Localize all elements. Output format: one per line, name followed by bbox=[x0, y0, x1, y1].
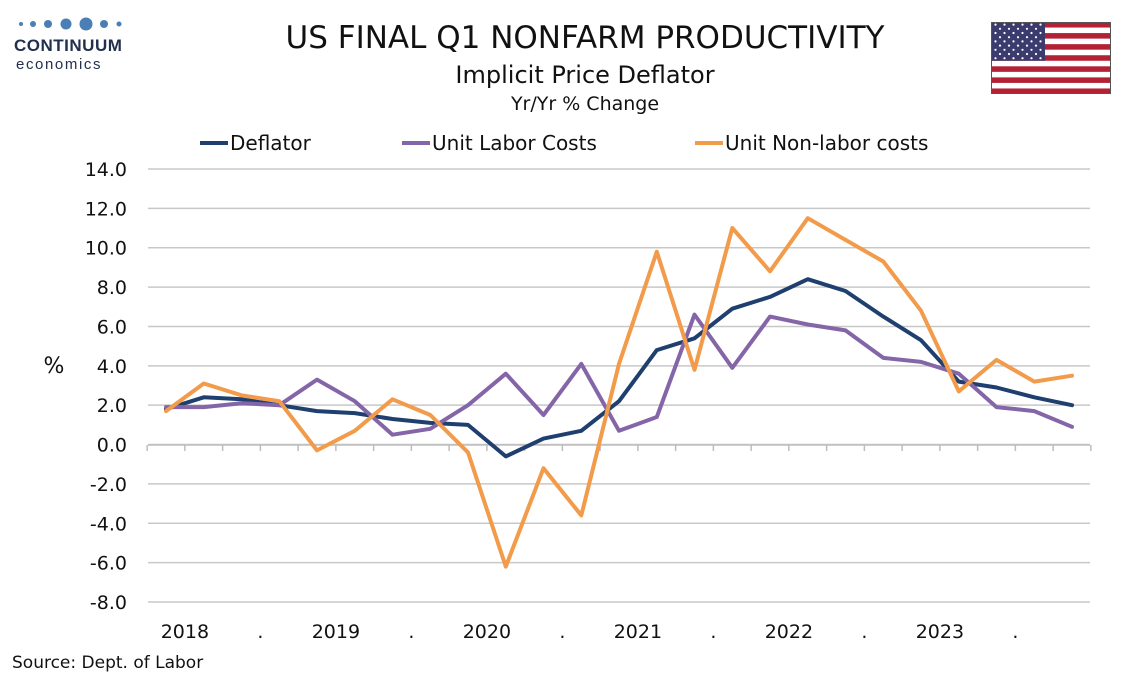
series-line-unit-non-labor-costs bbox=[164, 216, 1074, 569]
y-tick-label: -8.0 bbox=[90, 592, 127, 614]
chart-subsubtitle: Yr/Yr % Change bbox=[510, 93, 660, 115]
x-tick-label: . bbox=[408, 621, 414, 643]
chart-title: US FINAL Q1 NONFARM PRODUCTIVITY bbox=[285, 20, 885, 56]
logo-text-primary: CONTINUUM bbox=[14, 36, 123, 55]
y-tick-label: -6.0 bbox=[90, 553, 127, 575]
x-tick-label: 2022 bbox=[765, 621, 813, 643]
logo-dots-icon bbox=[19, 17, 122, 31]
legend-swatch-unit-non-labor-costs bbox=[695, 140, 723, 145]
y-tick-label: -2.0 bbox=[90, 474, 127, 496]
us-flag-icon bbox=[991, 22, 1111, 94]
x-tick-label: . bbox=[1012, 621, 1018, 643]
y-tick-label: 14.0 bbox=[85, 159, 127, 181]
y-tick-label: 8.0 bbox=[97, 277, 127, 299]
y-tick-label: 4.0 bbox=[97, 356, 127, 378]
x-tick-label: . bbox=[559, 621, 565, 643]
logo-text-secondary: economics bbox=[16, 56, 103, 73]
series-line-unit-labor-costs bbox=[164, 312, 1074, 437]
y-tick-label: -4.0 bbox=[90, 513, 127, 535]
y-tick-label: 2.0 bbox=[97, 395, 127, 417]
y-tick-label: 10.0 bbox=[85, 238, 127, 260]
x-tick-label: 2019 bbox=[312, 621, 360, 643]
y-tick-label: 6.0 bbox=[97, 316, 127, 338]
y-tick-label: 12.0 bbox=[85, 198, 127, 220]
x-tick-label: 2021 bbox=[614, 621, 662, 643]
x-tick-label: . bbox=[710, 621, 716, 643]
series-line-deflator bbox=[164, 277, 1074, 459]
legend-swatch-deflator bbox=[200, 140, 228, 145]
y-axis-label: % bbox=[44, 354, 65, 379]
y-tick-label: 0.0 bbox=[97, 435, 127, 457]
chart-subtitle: Implicit Price Deflator bbox=[455, 61, 715, 89]
x-tick-label: 2018 bbox=[161, 621, 209, 643]
source-note: Source: Dept. of Labor bbox=[12, 653, 204, 673]
legend-item-deflator: Deflator bbox=[200, 131, 311, 155]
legend-label-deflator: Deflator bbox=[230, 131, 311, 155]
legend-label-unit-non-labor-costs: Unit Non-labor costs bbox=[725, 131, 929, 155]
x-tick-label: . bbox=[861, 621, 867, 643]
x-tick-label: 2020 bbox=[463, 621, 511, 643]
x-tick-label: . bbox=[257, 621, 263, 643]
legend-item-unit-non-labor-costs: Unit Non-labor costs bbox=[695, 131, 928, 155]
x-tick-label: 2023 bbox=[916, 621, 964, 643]
legend-label-unit-labor-costs: Unit Labor Costs bbox=[432, 131, 597, 155]
legend-item-unit-labor-costs: Unit Labor Costs bbox=[402, 131, 597, 155]
legend-swatch-unit-labor-costs bbox=[402, 140, 430, 145]
